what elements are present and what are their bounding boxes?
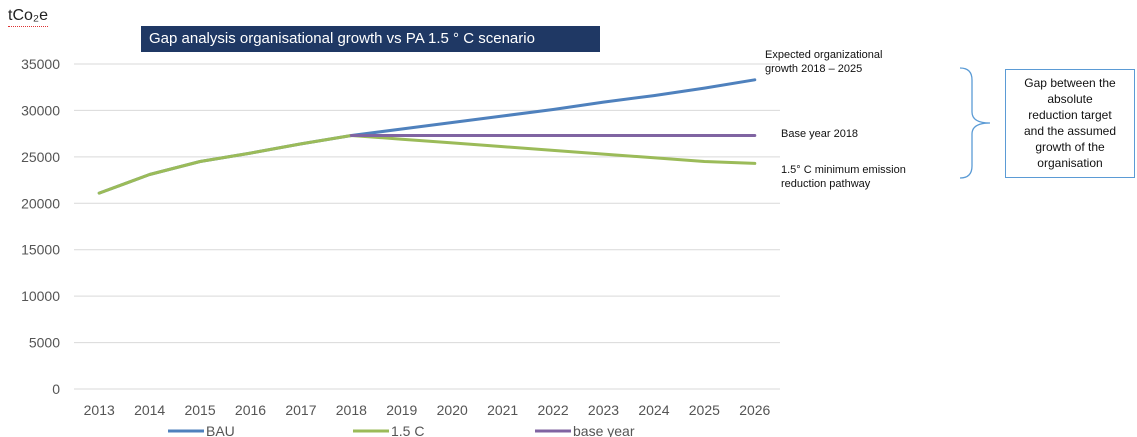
x-tick-label: 2013 [84,402,115,418]
y-tick-label: 30000 [21,102,60,118]
gridlines [74,63,780,390]
x-tick-label: 2015 [184,402,215,418]
gap-brace [959,67,991,179]
pathway-annotation: 1.5° C minimum emission reduction pathwa… [781,164,906,190]
x-tick-label: 2025 [689,402,720,418]
y-tick-label: 20000 [21,195,60,211]
y-tick-label: 35000 [21,56,60,72]
y-axis-unit-label: tCo₂e [8,6,49,27]
x-tick-label: 2021 [487,402,518,418]
x-tick-label: 2024 [638,402,669,418]
x-tick-label: 2019 [386,402,417,418]
x-tick-label: 2023 [588,402,619,418]
series-line-1-5-c [97,134,757,195]
legend-label: 1.5 C [391,423,424,437]
x-tick-label: 2016 [235,402,266,418]
y-tick-label: 25000 [21,149,60,165]
x-tick-labels: 2013 2014 2015 2016 2017 2018 2019 2020 2021 2022… [84,402,771,418]
bau-annotation: Expected organizational growth 2018 – 20… [765,49,883,75]
legend-label: BAU [206,423,235,437]
chart-title: Gap analysis organisational growth vs PA… [141,26,600,52]
legend-label: base year [573,423,635,437]
x-tick-label: 2020 [437,402,468,418]
y-tick-label: 0 [52,381,60,397]
gap-callout: Gap between the absolute reduction targe… [1005,69,1135,178]
y-tick-labels: 0 5000 10000 15000 20000 25000 30000 35000 [21,56,60,397]
base-year-annotation: Base year 2018 [781,128,859,140]
series-lines [97,78,757,195]
y-tick-label: 10000 [21,288,60,304]
y-tick-label: 5000 [29,335,60,351]
x-tick-label: 2018 [336,402,367,418]
x-tick-label: 2014 [134,402,165,418]
legend: BAU 1.5 C base year [168,423,635,437]
x-tick-label: 2017 [285,402,316,418]
x-tick-label: 2022 [537,402,568,418]
y-tick-label: 15000 [21,242,60,258]
x-tick-label: 2026 [739,402,770,418]
